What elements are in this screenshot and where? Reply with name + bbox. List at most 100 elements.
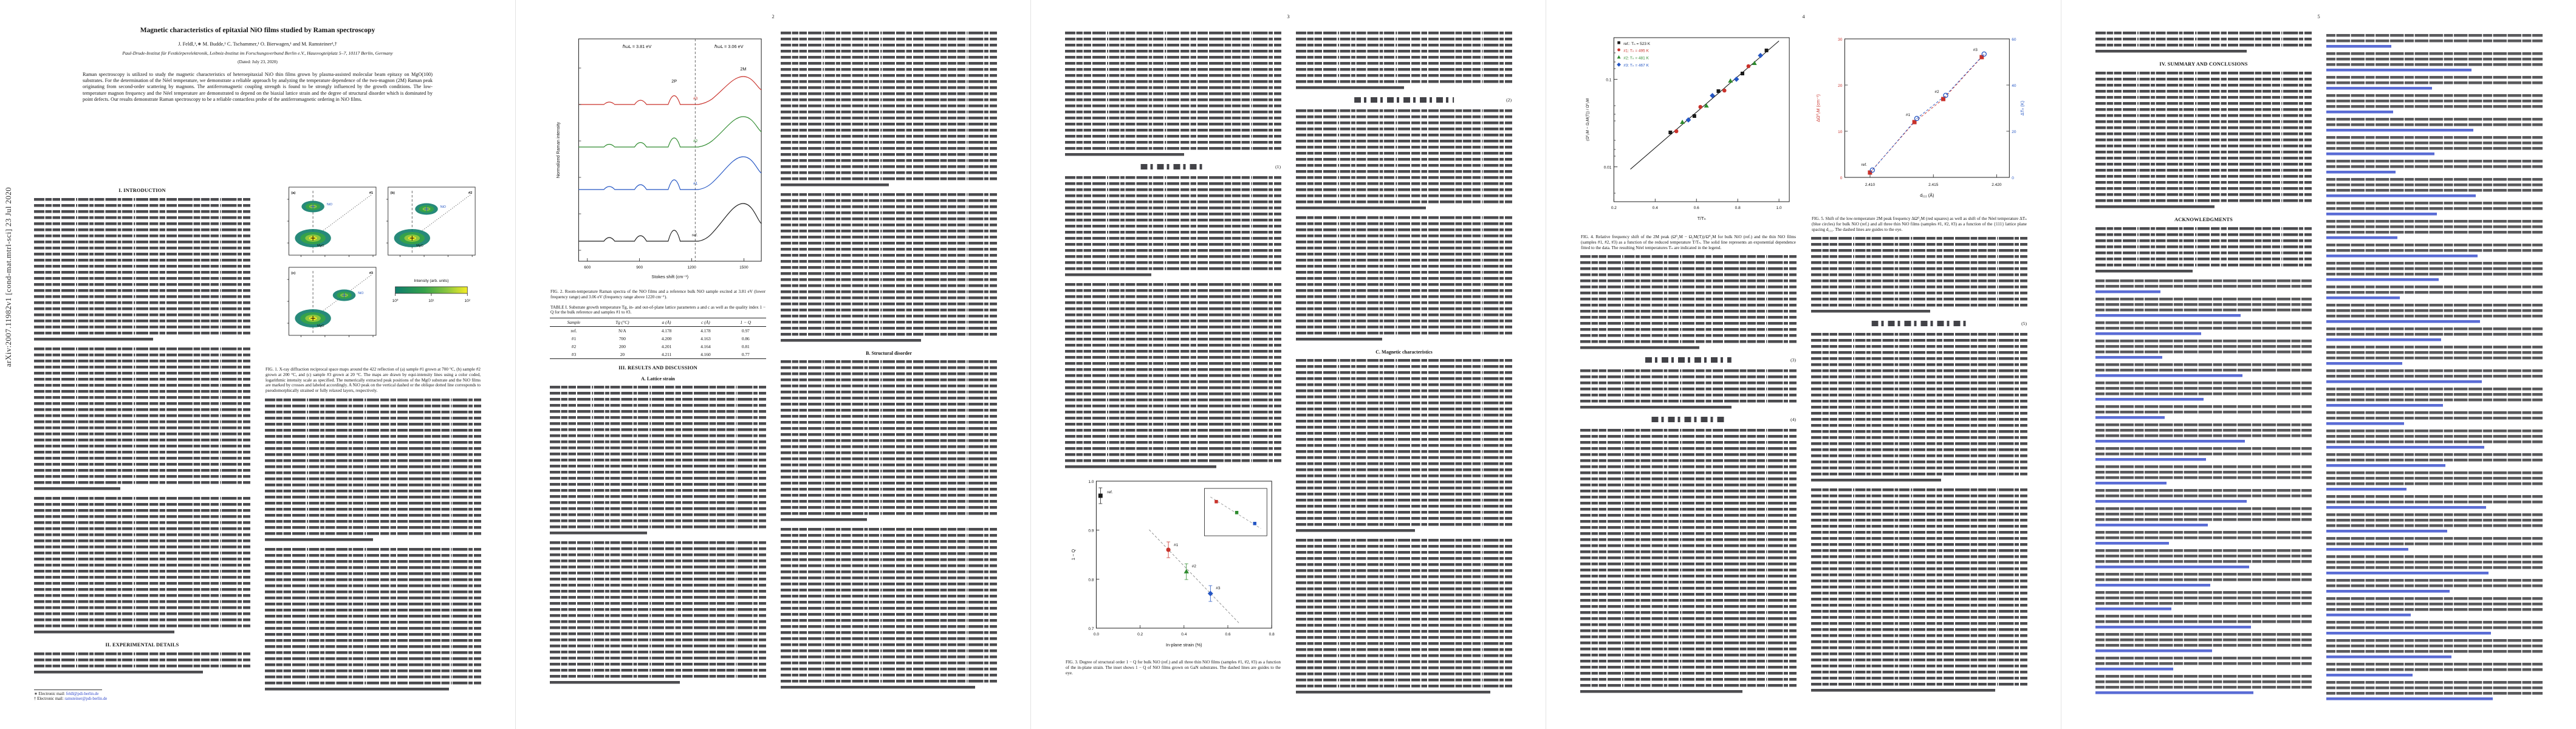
fig3-inset bbox=[1204, 488, 1267, 536]
series-freq-shift bbox=[1868, 55, 1984, 175]
table-cell: #1 bbox=[571, 336, 577, 342]
reference-entry bbox=[2326, 346, 2543, 368]
point-label: ref. bbox=[1107, 490, 1113, 495]
series-3 bbox=[1685, 53, 1764, 123]
table-cell: 4.178 bbox=[701, 328, 711, 334]
legend-entry: #2: Tₙ = 481 K bbox=[1623, 56, 1649, 60]
equation-3: (3) bbox=[1580, 356, 1797, 365]
paragraph bbox=[1811, 488, 2027, 695]
reference-entry bbox=[2326, 327, 2543, 344]
reference-entry bbox=[2326, 513, 2543, 535]
x-tick: 2.410 bbox=[1865, 183, 1875, 187]
table-header: Sample bbox=[550, 318, 598, 327]
legend-entry: #3: Tₙ = 467 K bbox=[1623, 63, 1649, 67]
x-tick: 0.2 bbox=[1611, 206, 1617, 210]
reference-entry bbox=[2326, 555, 2543, 577]
series-ref bbox=[1668, 49, 1769, 134]
fig1-panel-a: MgO NiO (a) #1 bbox=[287, 187, 377, 257]
reference-entry bbox=[2326, 537, 2543, 553]
reference-list bbox=[2326, 34, 2543, 702]
annotation-2m: 2M bbox=[740, 66, 746, 72]
table-cell: 700 bbox=[618, 336, 626, 342]
reference-entry bbox=[2326, 597, 2543, 619]
table-cell: 0.97 bbox=[741, 328, 750, 334]
reference-entry bbox=[2095, 363, 2312, 380]
nio-label: NiO bbox=[327, 203, 332, 207]
paragraph bbox=[1065, 32, 1281, 159]
page2-right-column: B. Structural disorder bbox=[781, 32, 997, 702]
table-header: Tg (°C) bbox=[597, 318, 647, 327]
reference-entry bbox=[2326, 286, 2543, 302]
footnote: † Electronic mail: ramsteiner@pdi-berlin… bbox=[34, 697, 250, 702]
fit-line bbox=[1630, 40, 1780, 170]
table-cell: 0.77 bbox=[725, 351, 766, 360]
table-cell: 0.81 bbox=[741, 344, 750, 350]
x-tick: 900 bbox=[636, 265, 643, 270]
reference-entry bbox=[2326, 202, 2543, 218]
reference-entry bbox=[2095, 465, 2312, 487]
paragraph bbox=[34, 497, 250, 637]
trace-reference bbox=[578, 203, 762, 242]
table-cell: 20 bbox=[597, 351, 647, 360]
x-axis-label: d₁₁₁ (Å) bbox=[1920, 193, 1934, 198]
page-number: 5 bbox=[2317, 13, 2320, 19]
abstract: Raman spectroscopy is utilized to study … bbox=[83, 71, 433, 103]
x-tick: 0.0 bbox=[1094, 632, 1099, 637]
reference-entry bbox=[2326, 411, 2543, 428]
reference-entry bbox=[2095, 382, 2312, 403]
point-label: #3 bbox=[1216, 586, 1221, 590]
trace-label-1: #1 bbox=[693, 182, 698, 186]
reference-entry bbox=[2095, 321, 2312, 338]
reference-entry bbox=[2326, 471, 2543, 493]
y-tick-right: 0 bbox=[2012, 176, 2014, 180]
y-tick: 1.0 bbox=[1088, 480, 1094, 484]
page1-right-column: MgO NiO (a) #1 bbox=[265, 182, 481, 702]
footnote-marker: † bbox=[34, 697, 36, 702]
reference-list bbox=[2095, 279, 2312, 697]
table-header: c (Å) bbox=[686, 318, 725, 327]
trace-sample3 bbox=[578, 76, 762, 105]
y-axis-label-right: ΔTₙ (K) bbox=[2019, 101, 2025, 115]
equation-number: (5) bbox=[2021, 321, 2027, 327]
table-1: Sample Tg (°C) a (Å) c (Å) 1 − Q ref. N/… bbox=[550, 318, 766, 360]
series-2 bbox=[1680, 61, 1757, 124]
x-axis-label: In-plane strain (%) bbox=[1166, 642, 1202, 648]
page4-left-column: ref.: Tₙ = 523 K #1: Tₙ = 495 K #2: Tₙ =… bbox=[1580, 32, 1797, 702]
fig5-shift-vs-spacing: ref. #1 #2 #3 30 20 10 0 60 40 20 0 2.41… bbox=[1815, 38, 2025, 198]
table-header: 1 − Q bbox=[725, 318, 766, 327]
nio-label: NiO bbox=[440, 205, 446, 209]
data-point-2: #2 bbox=[1184, 563, 1196, 580]
y-tick-right: 60 bbox=[2012, 38, 2016, 42]
footnote-marker: ∗ bbox=[34, 691, 38, 696]
reference-entry bbox=[2326, 430, 2543, 451]
y-tick: 0.9 bbox=[1088, 529, 1094, 533]
fig3-caption: FIG. 3. Degree of structural order 1 − Q… bbox=[1066, 660, 1281, 676]
nio-label: NiO bbox=[358, 292, 363, 295]
y-tick-left: 0 bbox=[1840, 176, 1843, 180]
equation-body bbox=[1651, 417, 1725, 423]
colorbar-tick: 10⁰ bbox=[392, 298, 399, 303]
point-label: ref. bbox=[1862, 163, 1868, 167]
paragraph bbox=[1296, 359, 1512, 535]
reference-entry bbox=[2095, 591, 2312, 613]
panel-a-sample: #1 bbox=[369, 191, 373, 195]
series-tn-shift bbox=[1869, 51, 1987, 173]
mgo-label: MgO bbox=[416, 244, 423, 248]
page1-left-column: I. INTRODUCTION II. EXPERIMENTAL DETAILS… bbox=[34, 182, 250, 702]
table-row: ref. N/A 4.178 4.178 0.97 bbox=[550, 327, 766, 335]
footnote-email-link[interactable]: feldl@pdi-berlin.de bbox=[66, 691, 99, 696]
fig1-caption: FIG. 1. X-ray diffraction reciprocal spa… bbox=[265, 367, 481, 394]
equation-1: (1) bbox=[1065, 163, 1281, 172]
reference-entry bbox=[2326, 244, 2543, 260]
footnote-label: Electronic mail: bbox=[38, 691, 66, 696]
arxiv-sidebar-label: arXiv:2007.11982v1 [cond-mat.mtrl-sci] 2… bbox=[4, 187, 13, 367]
section-summary: IV. SUMMARY AND CONCLUSIONS bbox=[2159, 61, 2248, 67]
reference-entry bbox=[2326, 76, 2543, 92]
reference-entry bbox=[2326, 304, 2543, 326]
table-cell: N/A bbox=[618, 328, 626, 334]
footnote-email-link[interactable]: ramsteiner@pdi-berlin.de bbox=[64, 697, 108, 702]
reference-entry bbox=[2095, 573, 2312, 589]
y-axis-label: (Ω⁰₂M − Ω₂M(T)) / Ω⁰₂M bbox=[1585, 98, 1590, 141]
paragraph bbox=[34, 347, 250, 493]
